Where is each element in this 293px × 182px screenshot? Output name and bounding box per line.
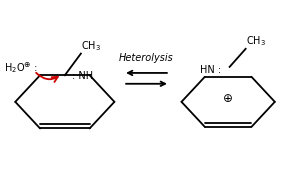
Text: H$_2$O: H$_2$O bbox=[4, 61, 25, 75]
Text: CH$_3$: CH$_3$ bbox=[246, 34, 266, 48]
Text: ⊕: ⊕ bbox=[223, 92, 233, 105]
Text: CH$_3$: CH$_3$ bbox=[81, 39, 101, 53]
Text: Heterolysis: Heterolysis bbox=[119, 54, 174, 64]
Text: ⊕: ⊕ bbox=[24, 60, 30, 69]
Text: HN :: HN : bbox=[200, 65, 221, 75]
Text: : NH: : NH bbox=[72, 71, 93, 81]
Text: :: : bbox=[31, 63, 38, 73]
